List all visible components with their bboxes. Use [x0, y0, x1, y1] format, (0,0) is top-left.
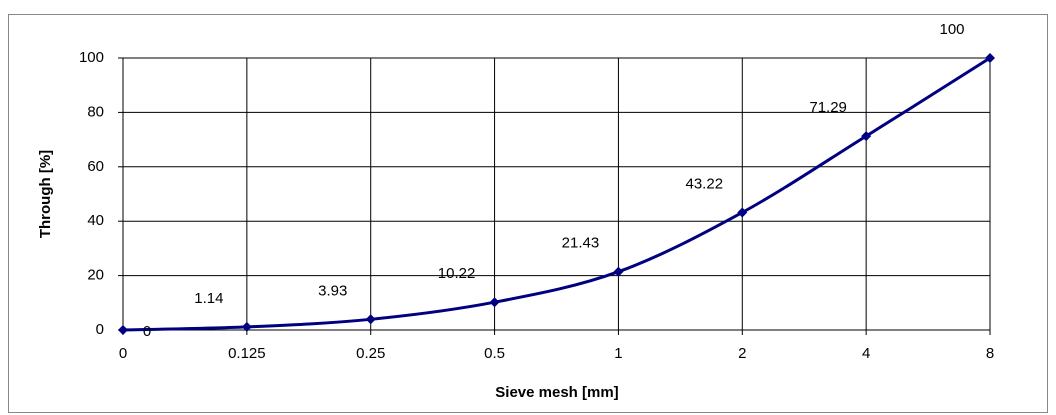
- x-tick-label: 0: [119, 345, 127, 362]
- y-tick-label: 60: [87, 158, 104, 175]
- data-label: 43.22: [686, 175, 724, 192]
- chart-frame: [8, 14, 1048, 413]
- y-tick-label: 100: [79, 49, 104, 66]
- data-marker: [489, 297, 500, 308]
- y-tick-label: 0: [96, 321, 104, 338]
- data-marker: [613, 266, 624, 277]
- data-label: 3.93: [318, 282, 347, 299]
- data-line: [122, 56, 991, 332]
- data-label: 21.43: [562, 235, 600, 252]
- x-tick-label: 4: [862, 345, 870, 362]
- x-tick-label: 1: [614, 345, 622, 362]
- x-tick-label: 8: [986, 345, 994, 362]
- data-marker: [861, 131, 872, 142]
- y-tick-label: 20: [87, 267, 104, 284]
- y-tick-label: 40: [87, 212, 104, 229]
- data-label: 10.22: [438, 265, 476, 282]
- x-axis-title: Sieve mesh [mm]: [495, 384, 618, 401]
- data-label: 0: [143, 323, 151, 340]
- data-label: 71.29: [809, 99, 847, 116]
- y-axis-title: Through [%]: [37, 150, 54, 238]
- data-label: 100: [939, 21, 964, 38]
- data-marker: [365, 314, 376, 325]
- x-tick-label: 0.5: [484, 345, 505, 362]
- data-marker: [241, 321, 252, 332]
- data-marker: [737, 207, 748, 218]
- data-marker: [985, 53, 995, 63]
- x-tick-label: 2: [738, 345, 746, 362]
- x-tick-label: 0.125: [228, 345, 266, 362]
- x-tick-label: 0.25: [356, 345, 385, 362]
- data-label: 1.14: [194, 290, 223, 307]
- y-tick-label: 80: [87, 103, 104, 120]
- data-marker: [118, 325, 128, 335]
